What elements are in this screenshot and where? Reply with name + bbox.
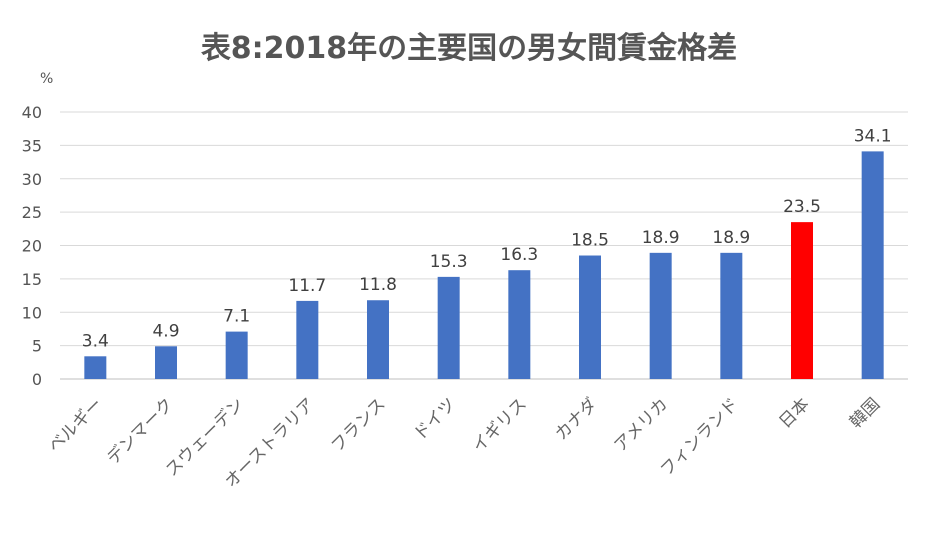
data-label: 23.5 bbox=[783, 197, 821, 217]
y-tick-label: 25 bbox=[22, 203, 42, 222]
bar bbox=[720, 252, 743, 379]
x-tick-label: アメリカ bbox=[611, 394, 673, 456]
data-label: 18.9 bbox=[642, 228, 680, 248]
y-tick-label: 0 bbox=[32, 370, 42, 389]
y-tick-label: 40 bbox=[22, 103, 42, 122]
data-label: 16.3 bbox=[500, 245, 538, 265]
x-tick-label: イギリス bbox=[469, 394, 531, 456]
data-label: 7.1 bbox=[223, 307, 250, 327]
bar bbox=[84, 356, 107, 379]
x-tick-label: フランス bbox=[328, 394, 390, 456]
data-label: 34.1 bbox=[854, 126, 892, 146]
bars bbox=[84, 151, 884, 379]
bar bbox=[296, 300, 319, 379]
bar bbox=[861, 151, 884, 379]
data-label: 15.3 bbox=[430, 252, 468, 272]
x-tick-label: デンマーク bbox=[103, 394, 178, 469]
y-tick-label: 30 bbox=[22, 170, 42, 189]
y-tick-label: 10 bbox=[22, 303, 42, 322]
data-label: 18.9 bbox=[712, 228, 750, 248]
x-tick-label: 日本 bbox=[775, 394, 813, 432]
y-tick-label: 5 bbox=[32, 337, 42, 356]
bar bbox=[437, 276, 460, 379]
grid-lines bbox=[60, 111, 908, 380]
chart-title: 表8:2018年の主要国の男女間賃金格差 bbox=[201, 31, 737, 66]
y-tick-label: 15 bbox=[22, 270, 42, 289]
bar bbox=[225, 331, 248, 379]
x-tick-label: カナダ bbox=[551, 394, 601, 444]
y-tick-label: 35 bbox=[22, 136, 42, 155]
data-label: 18.5 bbox=[571, 231, 609, 251]
y-axis-unit-label: % bbox=[40, 71, 53, 87]
bar bbox=[579, 255, 601, 379]
bar bbox=[367, 300, 389, 379]
y-tick-label: 20 bbox=[22, 237, 42, 256]
bar bbox=[155, 346, 177, 379]
x-tick-label: 韓国 bbox=[846, 394, 884, 432]
data-label: 11.7 bbox=[288, 276, 326, 296]
x-tick-label: ベルギー bbox=[45, 394, 107, 456]
bar bbox=[791, 222, 813, 379]
data-label: 3.4 bbox=[82, 331, 109, 351]
bar bbox=[649, 252, 672, 379]
data-labels: 3.4 4.9 7.1 11.7 11.8 15.3 16.3 18.5 18.9 18.9 23.… bbox=[82, 126, 892, 351]
data-label: 11.8 bbox=[359, 275, 397, 295]
data-label: 4.9 bbox=[152, 321, 179, 341]
bar bbox=[508, 270, 531, 379]
y-tick-labels: 0 5 10 15 20 25 30 35 40 bbox=[22, 103, 42, 389]
x-tick-label: ドイツ bbox=[410, 394, 460, 444]
